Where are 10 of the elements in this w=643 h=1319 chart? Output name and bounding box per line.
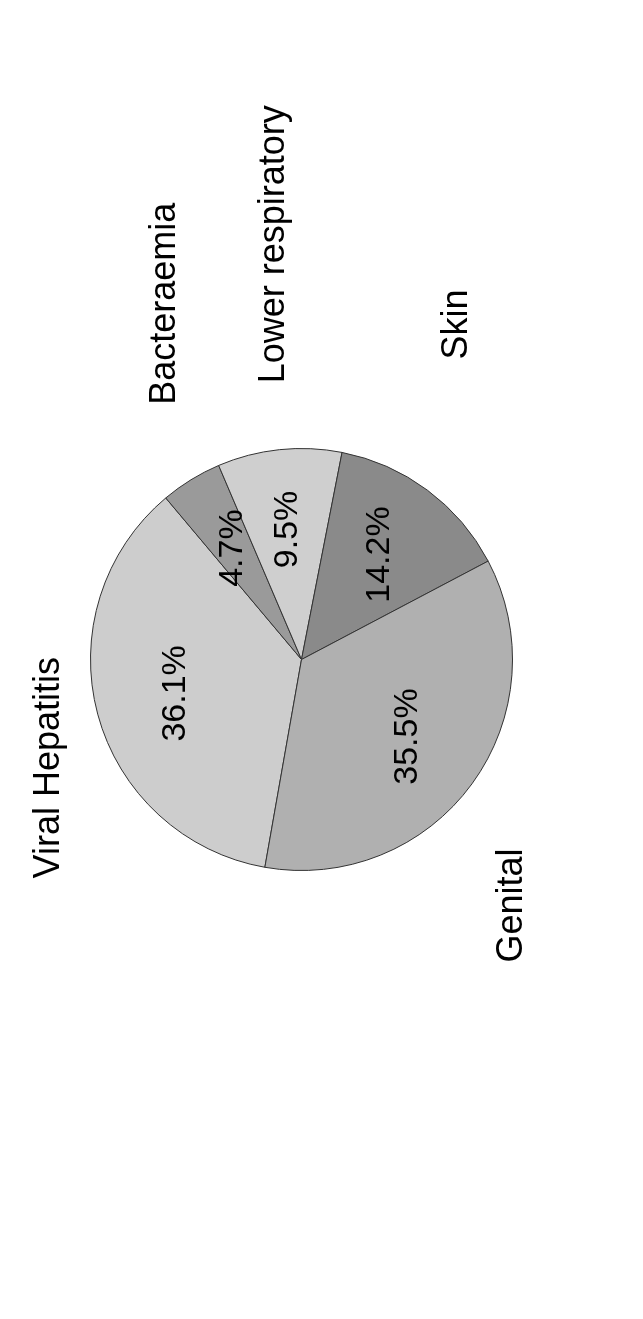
data-label: 36.1% — [153, 645, 192, 742]
slice-label: Bacteraemia — [141, 201, 183, 405]
data-label: 14.2% — [357, 506, 396, 603]
slice-label: Skin — [434, 289, 476, 360]
slice-label: Viral Hepatitis — [26, 657, 68, 879]
slice-label: Genital — [489, 848, 531, 963]
data-label: 4.7% — [211, 509, 250, 587]
slice-label: Lower respiratory — [251, 105, 293, 384]
data-label: 9.5% — [266, 490, 305, 569]
data-label: 35.5% — [385, 688, 424, 785]
